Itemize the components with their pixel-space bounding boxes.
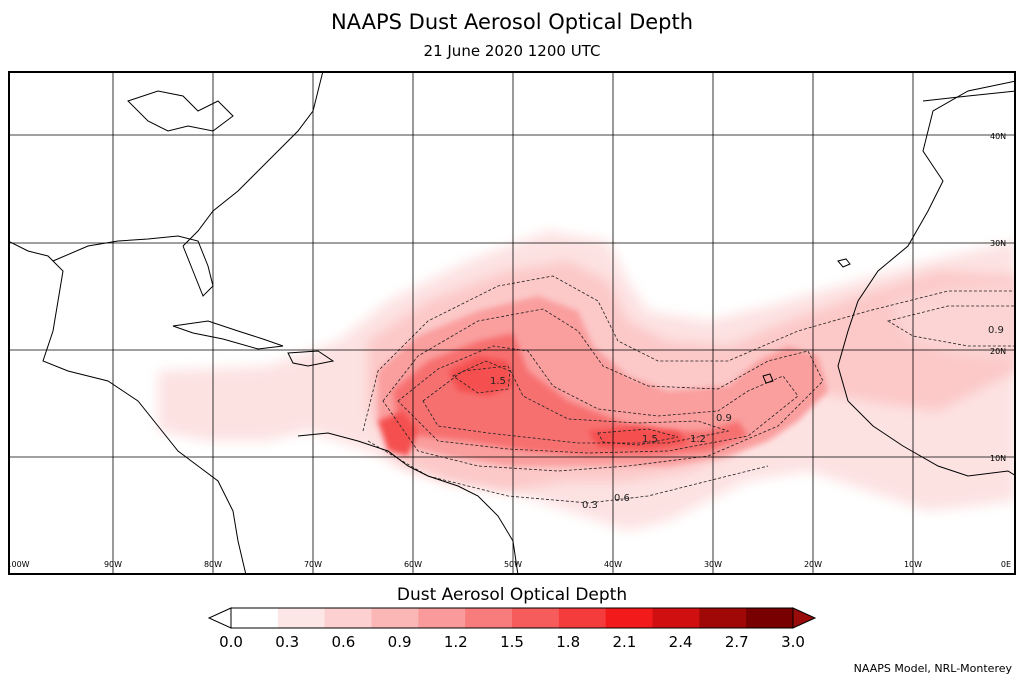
- contour-0-9: [397, 345, 799, 454]
- colorbar-swatch: [465, 608, 513, 628]
- colorbar-swatch: [699, 608, 747, 628]
- lat-label: 40N: [990, 132, 1006, 141]
- graticule: [8, 71, 1016, 575]
- contour-0-3-south: [367, 440, 769, 504]
- iberia-coast: [922, 90, 1016, 102]
- colorbar-swatch: [746, 608, 794, 628]
- colorbar-tick-label: 1.2: [444, 633, 468, 651]
- colorbar-tick-label: 2.4: [669, 633, 693, 651]
- lon-label: 100W: [8, 560, 30, 569]
- contour-label: 0.9: [716, 413, 732, 424]
- map-title: NAAPS Dust Aerosol Optical Depth: [330, 10, 694, 34]
- south-america-coast: [297, 432, 519, 575]
- model-credit: NAAPS Model, NRL-Monterey: [853, 662, 1012, 675]
- dust-aod-map: 1.5 1.5 1.2 0.9 0.9 0.6 0.3 40N 30N 20N …: [8, 71, 1016, 575]
- contour-1-5: [452, 360, 511, 394]
- lat-label: 30N: [990, 239, 1006, 248]
- colorbar-swatch: [652, 608, 700, 628]
- contour-0-6: [382, 308, 824, 472]
- contour-label: 1.5: [642, 434, 658, 445]
- colorbar-tick-label: 1.8: [556, 633, 580, 651]
- colorbar-tick-label: 0.3: [275, 633, 299, 651]
- contour-label: 0.6: [614, 493, 630, 504]
- cape-verde: [762, 373, 774, 384]
- contour-1-5b: [597, 428, 679, 446]
- cuba: [172, 320, 284, 350]
- colorbar-swatch: [512, 608, 560, 628]
- lat-label: 20N: [990, 347, 1006, 356]
- colorbar: 0.0 0.3 0.6 0.9 1.2 1.5 1.8 2.1 2.4 2.7 3.0: [207, 607, 817, 651]
- lat-label: 10N: [990, 454, 1006, 463]
- east-coast: [182, 71, 324, 247]
- colorbar-under-arrow: [207, 607, 232, 629]
- contour-1-2: [422, 365, 730, 444]
- colorbar-over-arrow: [792, 607, 817, 629]
- contour-0-9-east: [886, 305, 1016, 347]
- colorbar-swatch: [418, 608, 466, 628]
- colorbar-tick-label: 0.9: [388, 633, 412, 651]
- lon-label: 0E: [1001, 560, 1011, 569]
- africa-coast: [837, 80, 1016, 477]
- colorbar-tick-label: 3.0: [781, 633, 805, 651]
- aod-contours: [362, 275, 1016, 504]
- lon-label: 40W: [604, 560, 622, 569]
- contour-label: 1.5: [490, 376, 506, 387]
- colorbar-tick-label: 1.5: [500, 633, 524, 651]
- colorbar-swatch: [558, 608, 607, 628]
- colorbar-tick-label: 0.0: [219, 633, 243, 651]
- contour-label: 1.2: [690, 434, 706, 445]
- lon-label: 60W: [404, 560, 422, 569]
- colorbar-swatch: [324, 608, 372, 628]
- colorbar-title: Dust Aerosol Optical Depth: [396, 585, 628, 605]
- colorbar-swatch: [231, 608, 279, 628]
- colorbar-tick-label: 2.1: [612, 633, 636, 651]
- colorbar-tick-label: 0.6: [331, 633, 355, 651]
- lon-label: 10W: [904, 560, 922, 569]
- contour-label: 0.9: [988, 325, 1004, 336]
- dust-plume: [158, 231, 1016, 531]
- contour-0-3: [362, 275, 1016, 432]
- contour-label: 0.3: [582, 500, 598, 511]
- map-subtitle: 21 June 2020 1200 UTC: [423, 42, 601, 60]
- colorbar-swatch: [371, 608, 419, 628]
- map-border: [8, 71, 1016, 575]
- canary-islands: [837, 258, 851, 268]
- lon-label: 80W: [204, 560, 222, 569]
- lon-label: 70W: [304, 560, 322, 569]
- lon-label: 50W: [504, 560, 522, 569]
- colorbar-swatch: [605, 608, 653, 628]
- great-lakes: [127, 90, 234, 132]
- colorbar-swatch: [277, 608, 326, 628]
- lon-label: 20W: [804, 560, 822, 569]
- north-america-coast: [8, 71, 247, 575]
- lon-label: 90W: [104, 560, 122, 569]
- lon-label: 30W: [704, 560, 722, 569]
- colorbar-tick-label: 2.7: [725, 633, 749, 651]
